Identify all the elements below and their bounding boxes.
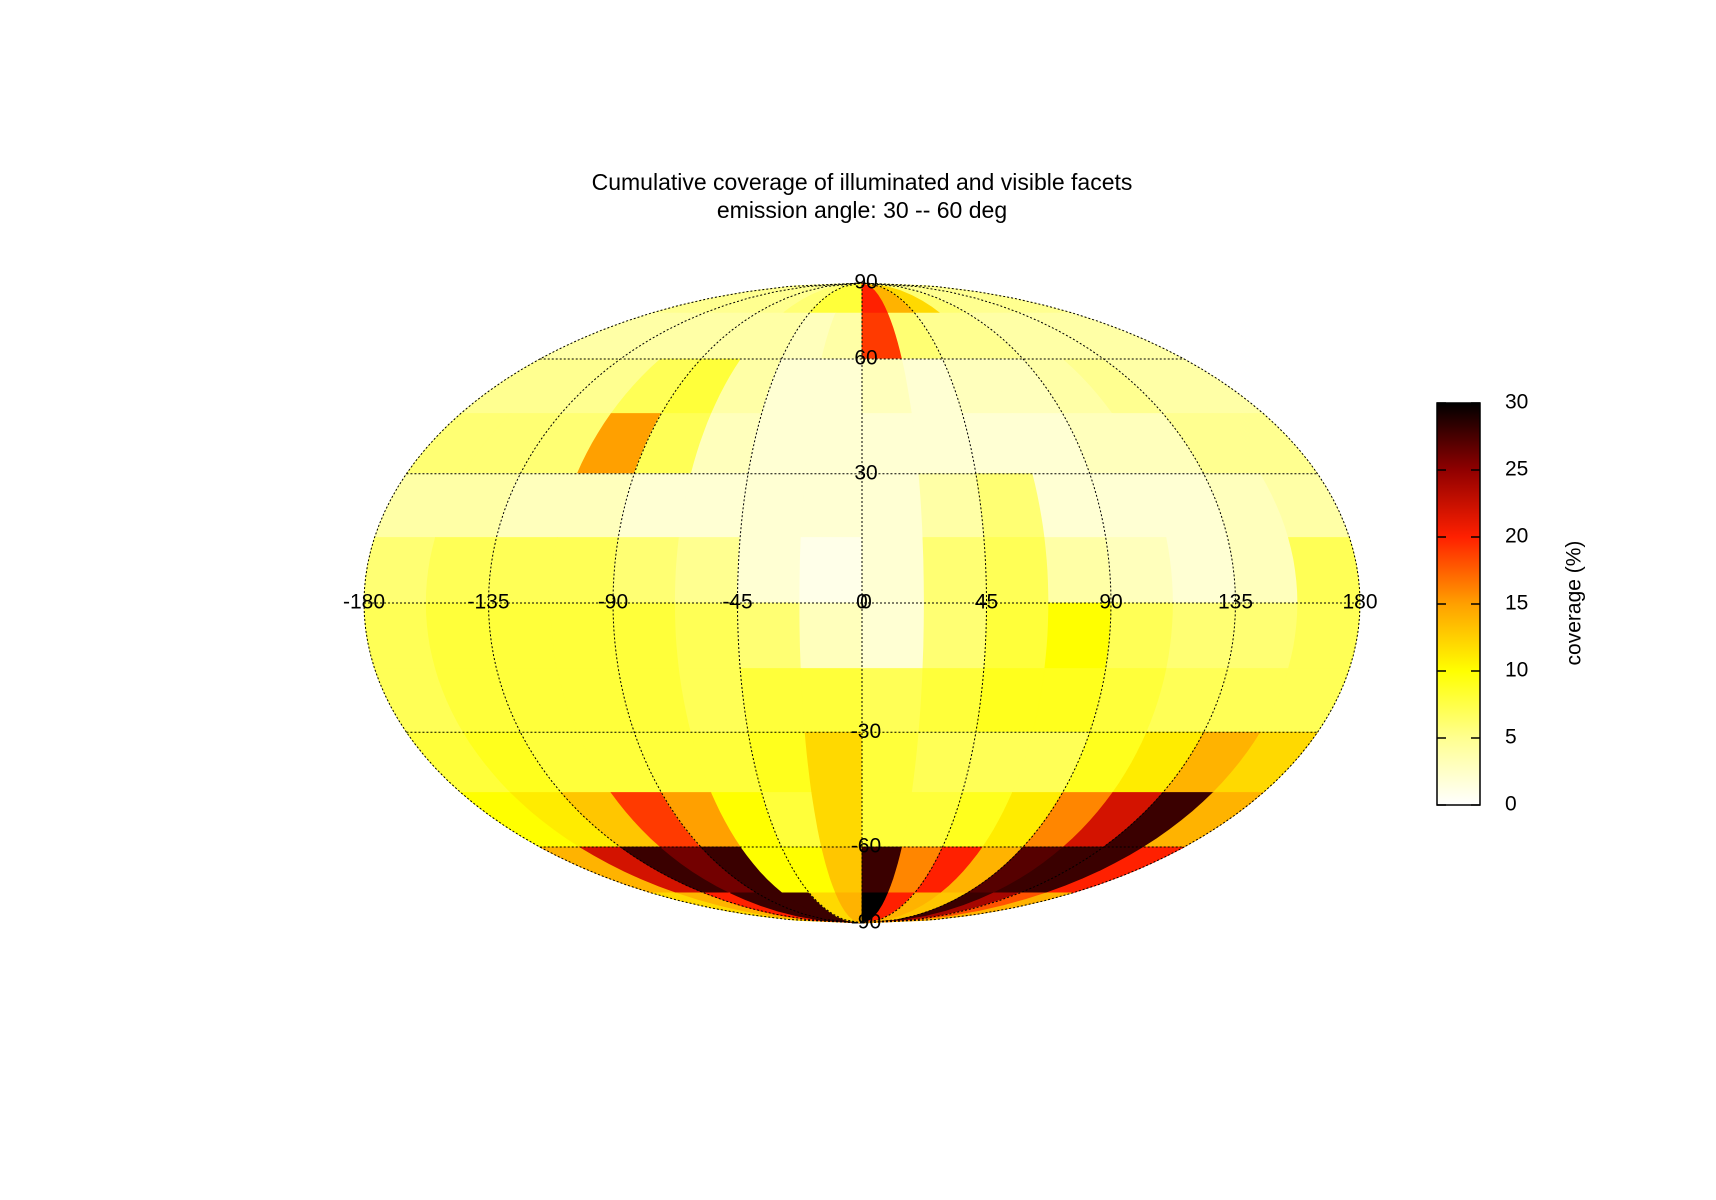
y-tick-label: -90	[851, 911, 881, 934]
map-cell	[678, 473, 749, 538]
y-tick-label: 0	[860, 591, 872, 614]
map-cell	[739, 473, 806, 538]
map-cells	[363, 282, 1361, 924]
colorbar-tick-label: 15	[1505, 592, 1528, 615]
colorbar-tick-label: 25	[1505, 458, 1528, 481]
y-tick-label: -60	[851, 835, 881, 858]
colorbar-label: coverage (%)	[1563, 541, 1586, 666]
colorbar-tick-label: 30	[1505, 391, 1528, 414]
meridian-grid-line	[861, 282, 1237, 924]
map-cell	[799, 537, 863, 604]
colorbar: 0 5 10 15 20 25 30 coverage (%)	[1436, 391, 1586, 816]
map-cell	[918, 473, 985, 538]
meridian-grid-line	[861, 282, 988, 924]
tick-labels: -180 -135 -90 -45 0 45 90 135 180 -90 -60 -30 0 30 60 9…	[343, 271, 1378, 934]
x-tick-label: -180	[343, 591, 385, 614]
x-tick-label: -135	[467, 591, 509, 614]
x-tick-label: 135	[1218, 591, 1253, 614]
x-tick-label: 180	[1342, 591, 1377, 614]
y-tick-label: 90	[854, 271, 877, 294]
x-tick-label: -90	[598, 591, 628, 614]
y-tick-label: -30	[851, 720, 881, 743]
chart-subtitle: emission angle: 30 -- 60 deg	[717, 197, 1007, 223]
x-tick-label: 45	[975, 591, 998, 614]
y-tick-label: 30	[854, 461, 877, 484]
colorbar-tick-label: 5	[1505, 726, 1517, 749]
map-cell	[678, 668, 749, 733]
map-cell	[739, 668, 806, 733]
map-cell	[975, 473, 1046, 538]
colorbar-tick-label: 20	[1505, 525, 1528, 548]
map-cell	[800, 473, 863, 538]
map-cell	[918, 668, 985, 733]
x-tick-label: 0	[856, 591, 868, 614]
map-cell	[799, 602, 863, 669]
y-tick-label: 60	[854, 347, 877, 370]
graticule	[363, 282, 1361, 924]
map-cell	[975, 668, 1046, 733]
meridian-grid-line	[861, 282, 1112, 924]
x-tick-label: -45	[722, 591, 752, 614]
chart-title: Cumulative coverage of illuminated and v…	[592, 169, 1133, 195]
colorbar-tick-label: 0	[1505, 793, 1517, 816]
colorbar-tick-label: 10	[1505, 659, 1528, 682]
x-tick-label: 90	[1099, 591, 1122, 614]
